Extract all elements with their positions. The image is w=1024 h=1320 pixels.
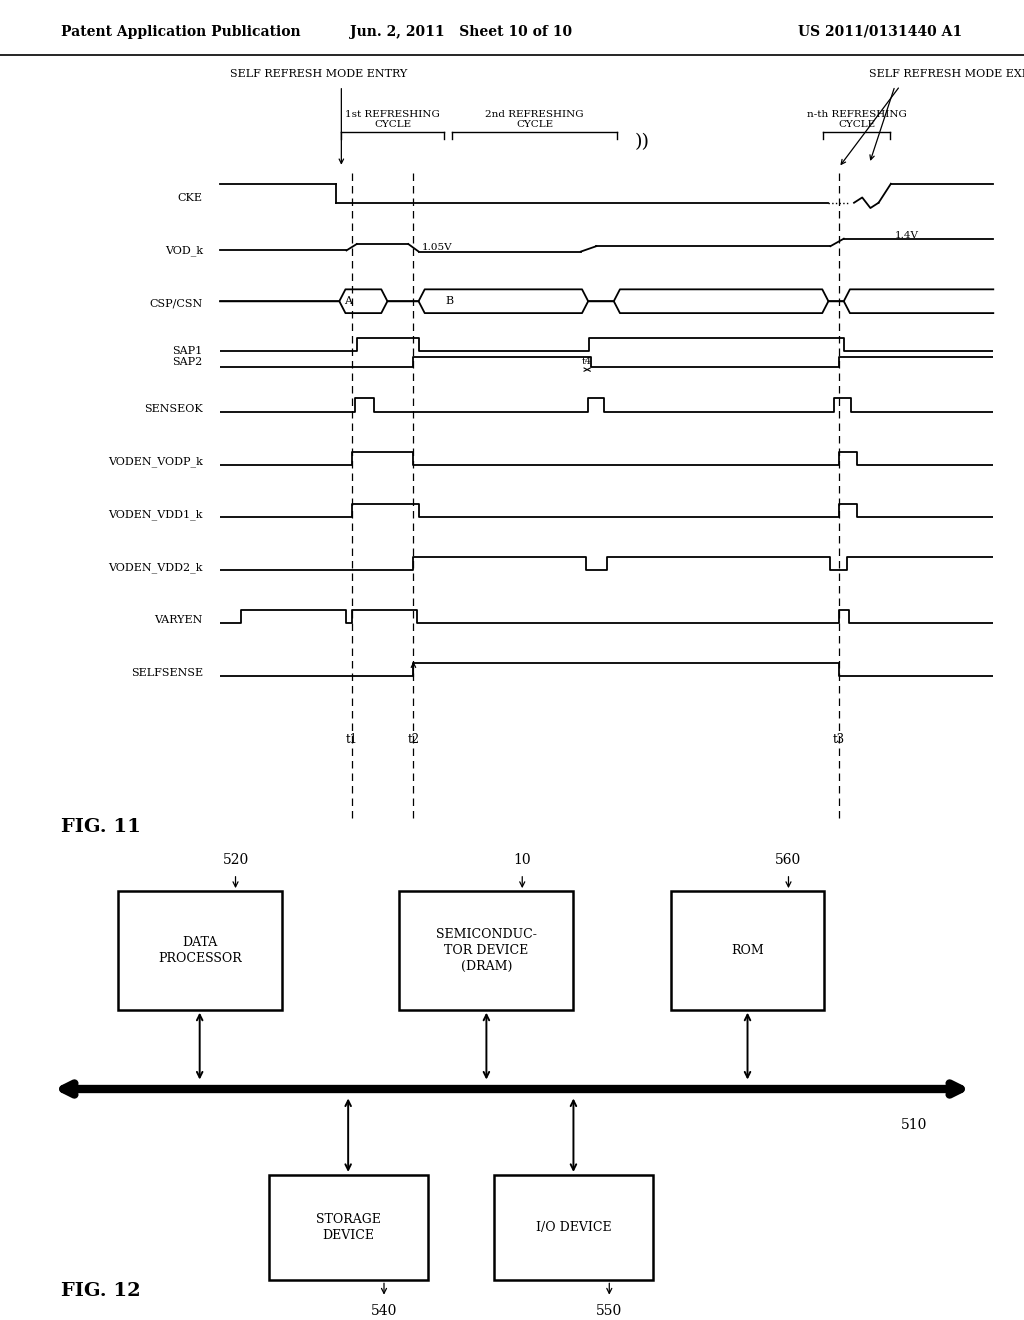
Text: )): )) <box>634 133 649 152</box>
Text: t1: t1 <box>345 733 357 746</box>
Text: 540: 540 <box>371 1304 397 1319</box>
Text: 2nd REFRESHING
CYCLE: 2nd REFRESHING CYCLE <box>485 110 584 129</box>
Text: VODEN_VODP_k: VODEN_VODP_k <box>108 457 203 467</box>
Text: Patent Application Publication: Patent Application Publication <box>61 25 301 38</box>
Text: SAP1: SAP1 <box>172 346 203 356</box>
Bar <box>268 1175 428 1280</box>
Bar <box>118 891 282 1010</box>
Text: A: A <box>344 296 352 306</box>
Text: VODEN_VDD2_k: VODEN_VDD2_k <box>109 562 203 573</box>
Text: 1.4V: 1.4V <box>895 231 919 240</box>
Text: SEMICONDUC-
TOR DEVICE
(DRAM): SEMICONDUC- TOR DEVICE (DRAM) <box>436 928 537 973</box>
Text: SELF REFRESH MODE EXIT: SELF REFRESH MODE EXIT <box>869 69 1024 79</box>
Text: SELFSENSE: SELFSENSE <box>131 668 203 678</box>
Text: CKE: CKE <box>178 193 203 203</box>
Text: CSP/CSN: CSP/CSN <box>150 298 203 309</box>
Text: SELF REFRESH MODE ENTRY: SELF REFRESH MODE ENTRY <box>230 69 408 79</box>
Text: t3: t3 <box>833 733 845 746</box>
Text: VOD_k: VOD_k <box>165 246 203 256</box>
Text: 550: 550 <box>596 1304 623 1319</box>
Bar <box>494 1175 653 1280</box>
Text: SENSEOK: SENSEOK <box>144 404 203 414</box>
Text: B: B <box>445 296 454 306</box>
Text: ROM: ROM <box>731 944 764 957</box>
Text: 10: 10 <box>513 853 531 867</box>
Text: I/O DEVICE: I/O DEVICE <box>536 1221 611 1234</box>
Text: t4: t4 <box>582 356 592 366</box>
Text: VODEN_VDD1_k: VODEN_VDD1_k <box>109 510 203 520</box>
Text: n-th REFRESHING
CYCLE: n-th REFRESHING CYCLE <box>807 110 906 129</box>
Text: SAP2: SAP2 <box>172 356 203 367</box>
Text: 520: 520 <box>222 853 249 867</box>
Bar <box>671 891 824 1010</box>
Text: Jun. 2, 2011   Sheet 10 of 10: Jun. 2, 2011 Sheet 10 of 10 <box>350 25 571 38</box>
Text: VARYEN: VARYEN <box>155 615 203 626</box>
Text: 510: 510 <box>901 1118 928 1133</box>
Bar <box>399 891 573 1010</box>
Text: t2: t2 <box>408 733 420 746</box>
Text: 1st REFRESHING
CYCLE: 1st REFRESHING CYCLE <box>345 110 440 129</box>
Text: FIG. 12: FIG. 12 <box>61 1282 141 1300</box>
Text: 1.05V: 1.05V <box>422 243 453 252</box>
Text: DATA
PROCESSOR: DATA PROCESSOR <box>158 936 242 965</box>
Text: 560: 560 <box>775 853 802 867</box>
Text: FIG. 11: FIG. 11 <box>61 817 141 836</box>
Text: US 2011/0131440 A1: US 2011/0131440 A1 <box>799 25 963 38</box>
Text: STORAGE
DEVICE: STORAGE DEVICE <box>315 1213 381 1242</box>
